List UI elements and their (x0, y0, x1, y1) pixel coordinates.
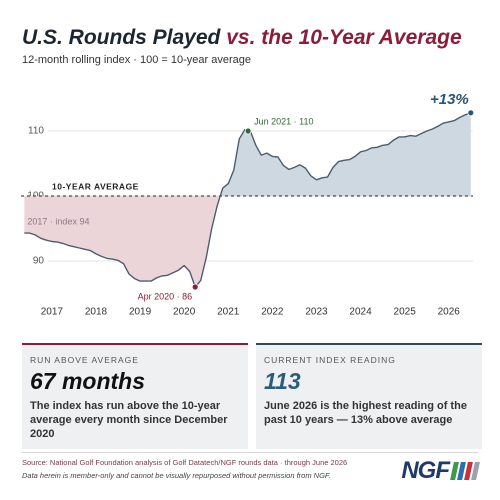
annotation-marker (244, 127, 252, 135)
area-below (24, 196, 471, 287)
stat-text: June 2026 is the highest reading of the … (264, 400, 467, 426)
chart-title: U.S. Rounds Played vs. the 10-Year Avera… (22, 26, 462, 49)
title-main: U.S. Rounds Played (22, 26, 222, 49)
x-tick-label: 2022 (261, 307, 284, 318)
x-tick-label: 2025 (394, 307, 417, 318)
annotation: Jun 2021 · 110 (254, 116, 313, 126)
stat-label: RUN ABOVE AVERAGE (30, 355, 139, 365)
y-tick-label: 110 (28, 126, 44, 137)
annotation-marker (191, 283, 199, 291)
note: Data herein is member-only and cannot be… (22, 471, 331, 480)
stat-text: The index has run above the 10-year aver… (30, 400, 228, 440)
x-tick-label: 2021 (217, 307, 240, 318)
annotation-marker (467, 109, 475, 117)
annotation: +13% (430, 91, 469, 108)
stat-label: CURRENT INDEX READING (264, 355, 396, 365)
x-tick-label: 2023 (305, 307, 328, 318)
stat-value: 67 months (30, 368, 146, 394)
subtitle: 12-month rolling index · 100 = 10-year a… (22, 54, 251, 66)
x-tick-label: 2017 (41, 307, 64, 318)
x-tick-label: 2024 (349, 307, 372, 318)
source: Source: National Golf Foundation analysi… (22, 458, 348, 467)
annotation: 2017 · index 94 (27, 216, 89, 226)
x-tick-label: 2020 (173, 307, 196, 318)
annotation: Apr 2020 · 86 (138, 291, 193, 301)
stat-card: RUN ABOVE AVERAGE 67 months The index ha… (22, 343, 248, 449)
x-tick-label: 2019 (129, 307, 152, 318)
y-tick-label: 90 (33, 256, 45, 267)
footer: Source: National Golf Foundation analysi… (22, 452, 480, 484)
chart: U.S. Rounds Played vs. the 10-Year Avera… (21, 26, 475, 318)
logo-bar (471, 462, 480, 480)
logo-text: NGF (401, 457, 450, 484)
stat-value: 113 (264, 368, 301, 394)
logo: NGF (401, 457, 480, 485)
stat-card: CURRENT INDEX READING 113 June 2026 is t… (256, 343, 482, 449)
title-highlight: vs. the 10-Year Average (226, 26, 462, 49)
x-tick-label: 2018 (85, 307, 108, 318)
reference-label: 10-YEAR AVERAGE (52, 181, 139, 191)
area-above (24, 112, 471, 196)
x-tick-label: 2026 (438, 307, 461, 318)
